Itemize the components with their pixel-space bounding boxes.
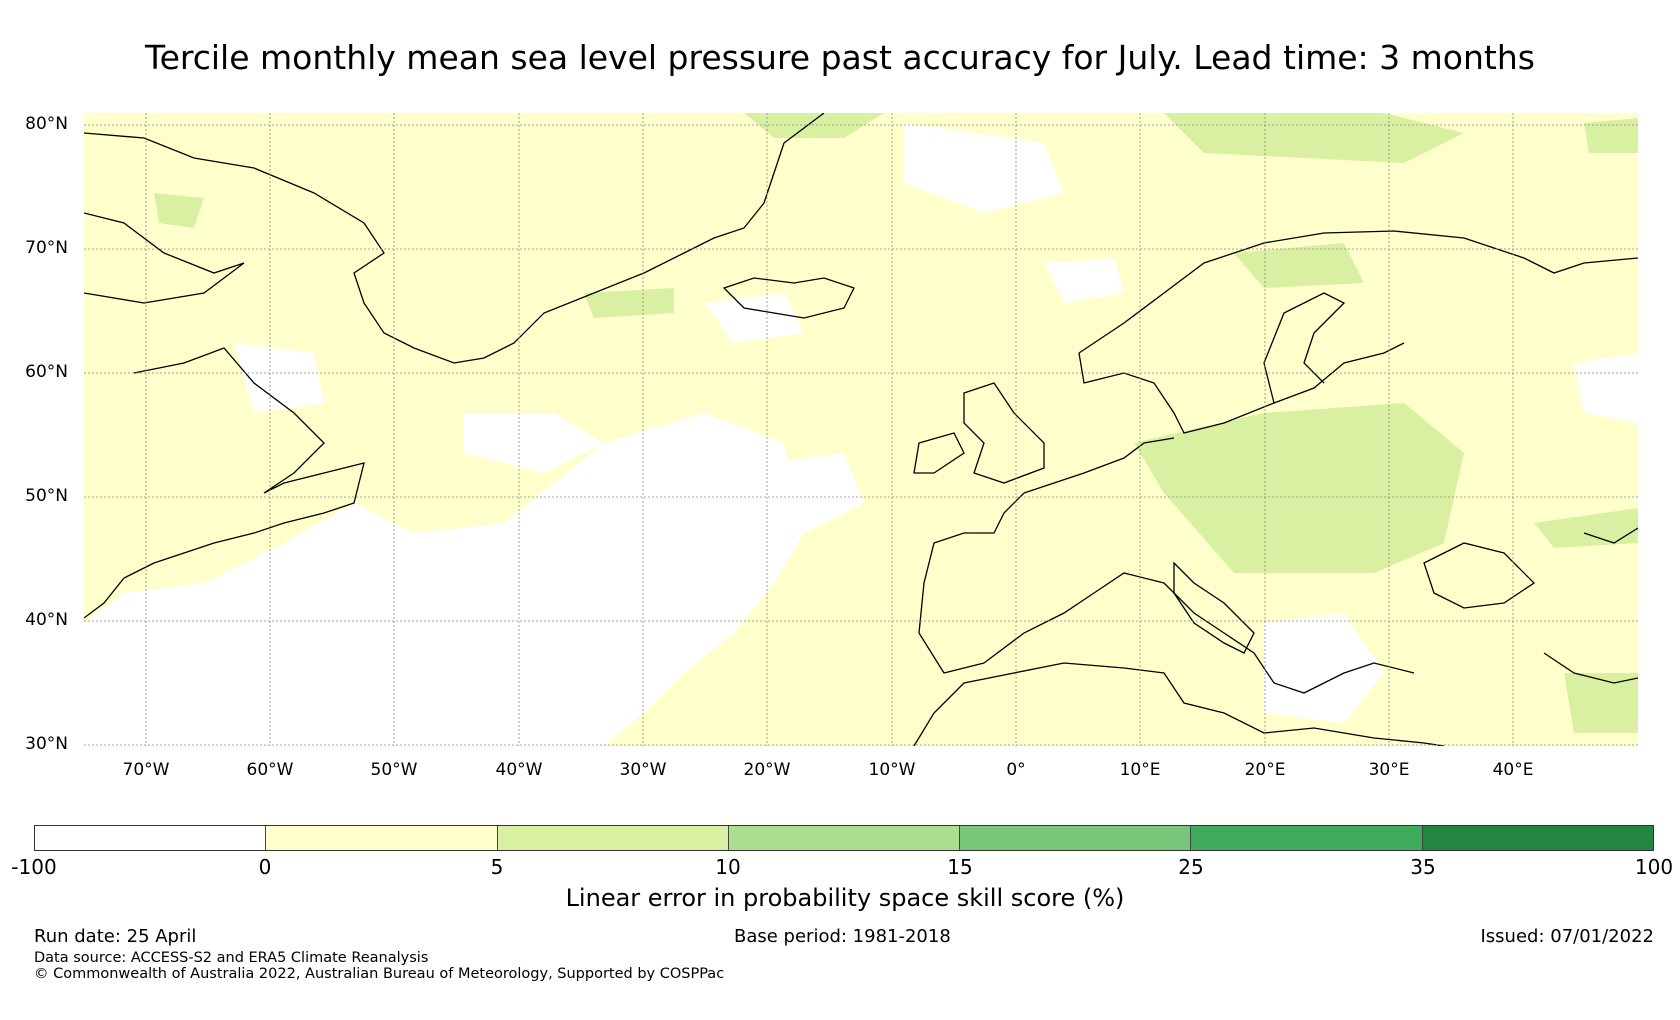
lat-label-70n: 70°N (25, 238, 68, 258)
sweden-finland-coast (1078, 342, 1405, 434)
north-africa-coast (913, 662, 1445, 746)
labrador-coast (84, 347, 365, 619)
colorbar-segment-5 (960, 826, 1192, 850)
lon-label-40e: 40°E (1492, 760, 1534, 780)
colorbar-segment-3 (497, 826, 729, 850)
colorbar-tick: 15 (947, 855, 973, 879)
colorbar-title: Linear error in probability space skill … (565, 884, 1125, 912)
colorbar-segment-6 (1191, 826, 1423, 850)
bothnia-coast (1263, 292, 1346, 404)
lat-label-30n: 30°N (25, 734, 68, 754)
colorbar-tick: 10 (715, 855, 741, 879)
no-skill-areas (84, 123, 1638, 746)
black-sea-coast (1423, 542, 1536, 609)
issued-date: Issued: 07/01/2022 (1480, 926, 1654, 947)
lon-label-10e: 10°E (1119, 760, 1161, 780)
lon-label-30e: 30°E (1368, 760, 1410, 780)
copyright: © Commonwealth of Australia 2022, Austra… (34, 966, 725, 982)
colorbar-segment-1 (35, 826, 267, 850)
colorbar (34, 825, 1654, 851)
lon-label-20w: 20°W (743, 760, 791, 780)
gridlines (84, 113, 1638, 746)
colorbar-tick: 35 (1410, 855, 1436, 879)
lon-label-20e: 20°E (1244, 760, 1286, 780)
italy-coast (1173, 561, 1255, 654)
lon-label-30w: 30°W (619, 760, 667, 780)
lon-label-10w: 10°W (868, 760, 916, 780)
coastlines (84, 113, 1638, 746)
lat-label-80n: 80°N (25, 114, 68, 134)
lon-label-60w: 60°W (246, 760, 294, 780)
uk-ireland-coast (913, 382, 1045, 484)
skill-score-map (84, 113, 1638, 746)
run-date: Run date: 25 April (34, 926, 197, 947)
colorbar-tick: 5 (490, 855, 504, 879)
lon-label-40w: 40°W (495, 760, 543, 780)
colorbar-tick: 0 (258, 855, 272, 879)
map-canvas (84, 113, 1638, 746)
colorbar-tick: -100 (11, 855, 57, 879)
colorbar-segment-7 (1422, 826, 1653, 850)
page-title: Tercile monthly mean sea level pressure … (145, 38, 1535, 77)
colorbar-tick: 25 (1178, 855, 1204, 879)
europe-west-coast (918, 437, 1175, 674)
east-coast (1543, 527, 1638, 684)
lon-label-50w: 50°W (370, 760, 418, 780)
colorbar-segment-2 (266, 826, 498, 850)
lat-label-60n: 60°N (25, 362, 68, 382)
base-period: Base period: 1981-2018 (734, 926, 951, 947)
data-source: Data source: ACCESS-S2 and ERA5 Climate … (34, 950, 429, 966)
canada-coast (84, 212, 245, 304)
greenland-coast (84, 113, 825, 364)
colorbar-tick: 100 (1634, 855, 1674, 879)
iceland-coast (722, 277, 855, 319)
lon-label-70w: 70°W (122, 760, 170, 780)
colorbar-segment-4 (728, 826, 961, 850)
norway-scandinavia-coast (1078, 230, 1638, 354)
lat-label-40n: 40°N (25, 610, 68, 630)
lat-label-50n: 50°N (25, 486, 68, 506)
lon-label-0: 0° (1006, 760, 1026, 780)
mediterranean-north-coast (983, 572, 1415, 694)
